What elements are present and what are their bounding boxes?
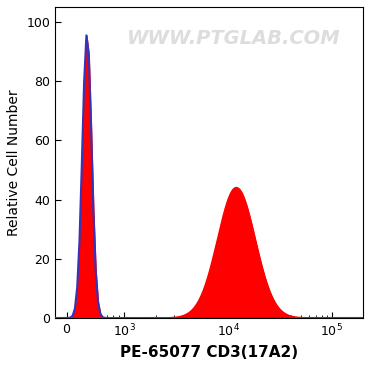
Y-axis label: Relative Cell Number: Relative Cell Number xyxy=(7,89,21,236)
X-axis label: PE-65077 CD3(17A2): PE-65077 CD3(17A2) xyxy=(120,345,298,360)
Text: WWW.PTGLAB.COM: WWW.PTGLAB.COM xyxy=(127,29,340,48)
